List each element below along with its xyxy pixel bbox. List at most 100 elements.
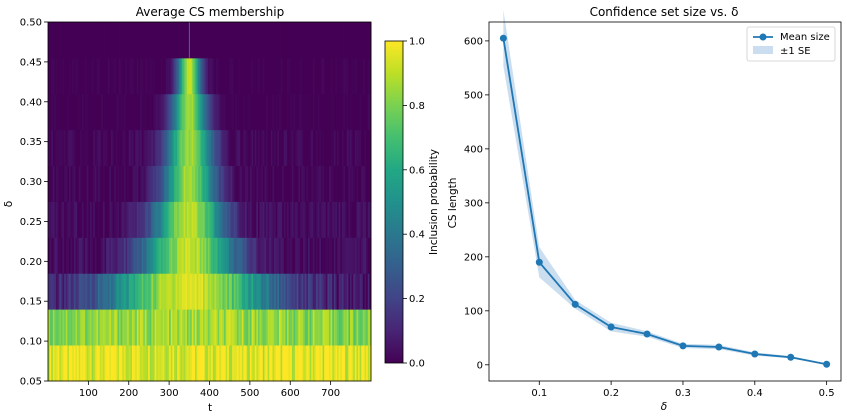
heatmap-cell <box>261 165 264 202</box>
heatmap-cell <box>70 57 73 95</box>
heatmap-cell <box>254 129 257 166</box>
heatmap-cell <box>93 201 96 238</box>
heatmap-cell <box>348 57 351 95</box>
heatmap-cell <box>332 201 335 238</box>
heatmap-cell <box>269 237 272 274</box>
heatmap-cell <box>227 22 230 59</box>
heatmap-cell <box>123 22 126 59</box>
heatmap-cell <box>290 309 293 346</box>
heatmap-cell <box>325 309 328 346</box>
heatmap-cell <box>245 237 248 274</box>
heatmap-cell <box>136 345 139 382</box>
heatmap-cell <box>316 57 319 95</box>
heatmap-cell <box>89 57 93 95</box>
heatmap-cell <box>291 201 294 238</box>
heatmap-cell <box>235 309 238 346</box>
heatmap-cell <box>309 57 312 95</box>
heatmap-cell <box>340 273 343 310</box>
heatmap-cell <box>243 237 246 274</box>
heatmap-cell <box>106 237 109 274</box>
heatmap-cell <box>102 129 105 166</box>
line-ytick-label: 200 <box>464 252 483 263</box>
heatmap-cell <box>131 201 134 238</box>
heatmap-cell <box>322 93 325 131</box>
heatmap-cell <box>317 22 320 59</box>
heatmap-cell <box>173 345 176 382</box>
heatmap-cell <box>277 273 280 310</box>
heatmap-cell <box>138 273 141 310</box>
heatmap-cell <box>127 309 130 346</box>
heatmap-cell <box>362 273 365 310</box>
heatmap-cell <box>161 22 164 59</box>
heatmap-cell <box>112 93 115 131</box>
heatmap-cell <box>214 273 217 310</box>
heatmap-cell <box>162 345 165 382</box>
heatmap-cell <box>219 309 222 346</box>
heatmap-cell <box>283 309 286 346</box>
heatmap-cell <box>122 201 125 238</box>
heatmap-cell <box>88 57 91 95</box>
heatmap-cell <box>366 165 369 202</box>
heatmap-cell <box>157 237 160 274</box>
heatmap-cell <box>101 201 104 238</box>
heatmap-cell <box>180 237 183 274</box>
heatmap-cell <box>148 237 151 274</box>
heatmap-cell <box>91 57 94 95</box>
heatmap-cell <box>304 201 307 238</box>
heatmap-cell <box>230 93 233 131</box>
heatmap-cell <box>267 345 270 382</box>
heatmap-cell <box>303 22 306 59</box>
heatmap-cell <box>156 309 159 346</box>
heatmap-cell <box>227 93 230 131</box>
heatmap-cell <box>324 165 327 202</box>
heatmap-cell <box>211 93 214 131</box>
heatmap-cell <box>343 57 346 95</box>
heatmap-cell <box>220 22 223 59</box>
heatmap-cell <box>99 129 102 166</box>
heatmap-cell <box>227 57 230 95</box>
heatmap-cell <box>212 165 215 202</box>
heatmap-cell <box>354 93 357 131</box>
heatmap-cell <box>115 93 118 131</box>
heatmap-cell <box>261 201 264 238</box>
heatmap-cell <box>269 22 272 59</box>
heatmap-cell <box>293 273 296 310</box>
heatmap-cell <box>206 345 209 382</box>
heatmap-cell <box>249 22 252 59</box>
heatmap-cell <box>356 237 359 274</box>
heatmap-cell <box>264 57 267 95</box>
heatmap-cell <box>353 273 356 310</box>
heatmap-cell <box>261 129 264 166</box>
heatmap-cell <box>122 309 125 346</box>
heatmap-cell <box>317 165 320 202</box>
heatmap-cell <box>361 345 364 382</box>
heatmap-cell <box>333 165 336 202</box>
heatmap-cell <box>358 309 361 346</box>
heatmap-cell <box>270 237 273 274</box>
heatmap-cell <box>278 129 281 166</box>
heatmap-cell <box>314 273 317 310</box>
heatmap-cell <box>167 237 170 274</box>
heatmap-cell <box>278 57 281 95</box>
heatmap-cell <box>262 201 265 238</box>
heatmap-cell <box>49 309 52 346</box>
heatmap-cell <box>319 309 322 346</box>
heatmap-cell <box>299 237 302 274</box>
heatmap-cell <box>280 165 283 202</box>
heatmap-cell <box>128 93 131 131</box>
heatmap-cell <box>346 22 349 59</box>
heatmap-cell <box>264 165 267 202</box>
heatmap-cell <box>259 201 262 238</box>
heatmap-cell <box>127 93 130 131</box>
heatmap-cell <box>88 237 91 274</box>
heatmap-cell <box>350 129 353 166</box>
heatmap-cell <box>348 345 351 382</box>
heatmap-panel: Average CS membership 100 200 300 400 500 600… <box>3 5 440 414</box>
heatmap-cell <box>282 165 285 202</box>
heatmap-cell <box>327 201 330 238</box>
heatmap-cell <box>304 165 307 202</box>
heatmap-cell <box>314 309 317 346</box>
heatmap-cell <box>64 309 67 346</box>
heatmap-cell <box>285 129 288 166</box>
heatmap-cell <box>280 129 283 166</box>
